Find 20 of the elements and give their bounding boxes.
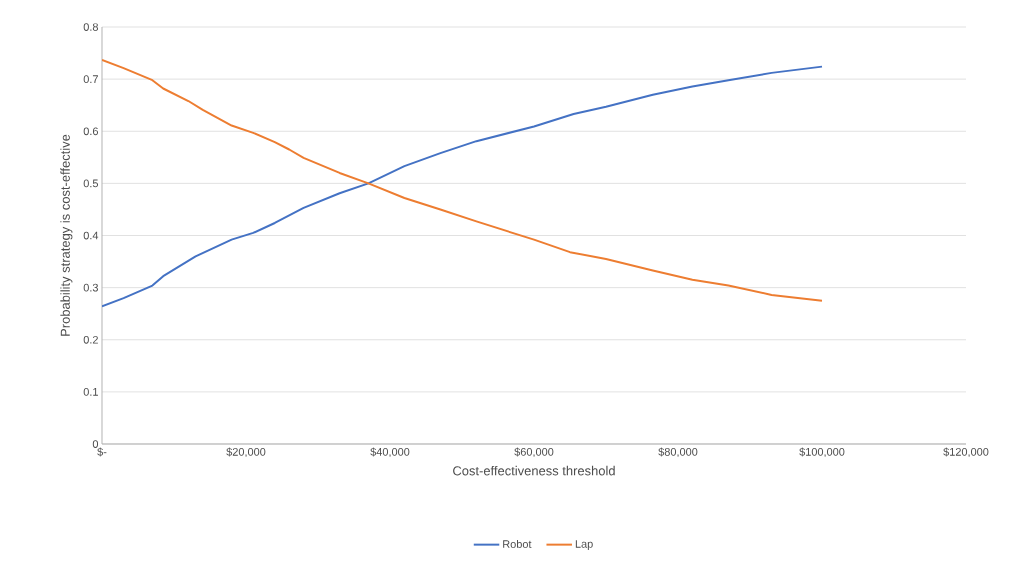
y-tick-label: 0.1: [83, 388, 98, 396]
y-tick-label: 0.4: [83, 231, 99, 240]
x-tick-label: $20,000: [226, 447, 266, 458]
y-tick-label: 0.7: [83, 75, 98, 84]
x-tick-label: $120,000: [943, 447, 989, 458]
y-tick-label: 0.3: [83, 283, 98, 292]
x-tick-label: $40,000: [370, 447, 410, 458]
x-tick-label: $-: [97, 447, 107, 457]
x-tick-label: $80,000: [658, 447, 698, 458]
x-tick-label: $100,000: [799, 447, 845, 458]
x-axis-title: Cost-effectiveness threshold: [453, 465, 615, 476]
y-tick-label: 0: [92, 440, 99, 448]
legend-label: Lap: [575, 540, 593, 550]
y-tick-label: 0.2: [83, 335, 98, 344]
legend-label: Robot: [503, 539, 532, 548]
y-tick-label: 0.6: [83, 127, 98, 136]
x-tick-label: $60,000: [514, 447, 554, 458]
y-axis-title: Probability strategy is cost-effective: [60, 134, 73, 336]
y-tick-label: 0.5: [83, 179, 99, 188]
y-tick-label: 0.8: [83, 23, 98, 31]
